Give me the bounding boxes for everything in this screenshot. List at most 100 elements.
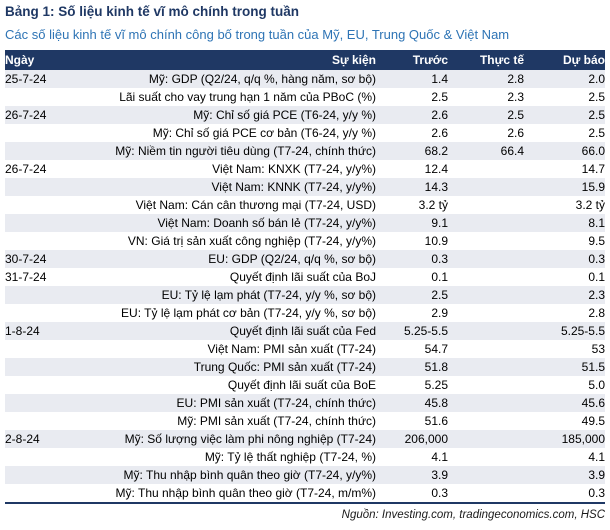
table-row: Mỹ: PMI sản xuất (T7-24, chính thức) 51.6… xyxy=(5,412,605,430)
forecast-value-cell: 2.8 xyxy=(588,306,605,320)
event-cell: Việt Nam: Doanh số bán lẻ (T7-24, y/y%) xyxy=(95,214,376,232)
event-cell: Mỹ: Số lượng việc làm phi nông nghiệp (T… xyxy=(95,430,376,448)
event-cell: Quyết định lãi suất của BoE xyxy=(227,378,376,392)
prev-value-cell: 3.9 xyxy=(376,466,448,484)
table-title: Bảng 1: Số liệu kinh tế vĩ mô chính tron… xyxy=(5,4,300,19)
forecast-value-cell: 9.5 xyxy=(588,234,605,248)
prev-value-cell: 54.7 xyxy=(424,342,448,356)
table-row: Việt Nam: Doanh số bán lẻ (T7-24, y/y%) 9… xyxy=(5,214,605,232)
event-cell: Mỹ: GDP (Q2/24, q/q %, hàng năm, sơ bộ) xyxy=(95,70,376,88)
forecast-value-cell: 2.3 xyxy=(524,286,605,304)
date-cell: 26-7-24 xyxy=(5,106,95,124)
forecast-value-cell: 185,000 xyxy=(524,430,605,448)
prev-value-cell: 45.8 xyxy=(376,394,448,412)
event-cell: EU: GDP (Q2/24, q/q %, sơ bộ) xyxy=(95,250,376,268)
actual-value-cell: 2.8 xyxy=(448,70,524,88)
table-row: Việt Nam: KNNK (T7-24, y/y%) 14.3 15.9 xyxy=(5,178,605,196)
date-cell: 30-7-24 xyxy=(5,250,95,268)
table-row: EU: PMI sản xuất (T7-24, chính thức) 45.8… xyxy=(5,394,605,412)
event-cell: Trung Quốc: PMI sản xuất (T7-24) xyxy=(95,358,376,376)
actual-value-cell xyxy=(448,304,524,322)
prev-value-cell: 51.8 xyxy=(376,358,448,376)
actual-value-cell xyxy=(448,484,524,503)
actual-value-cell xyxy=(448,196,524,214)
prev-value-cell: 14.3 xyxy=(376,178,448,196)
prev-value-cell: 9.1 xyxy=(376,214,448,232)
date-cell xyxy=(5,142,95,160)
forecast-value-cell: 3.2 tỷ xyxy=(575,198,605,212)
forecast-value-cell: 0.1 xyxy=(588,270,605,284)
prev-value-cell: 4.1 xyxy=(431,450,448,464)
date-cell xyxy=(5,340,95,358)
forecast-value-cell: 0.3 xyxy=(588,486,605,500)
table-row: Mỹ: Tỷ lệ thất nghiệp (T7-24, %) 4.1 4.1 xyxy=(5,448,605,466)
actual-value-cell xyxy=(448,286,524,304)
actual-value-cell: 2.6 xyxy=(507,126,524,140)
event-cell: VN: Giá trị sản xuất công nghiệp (T7-24,… xyxy=(127,234,376,248)
table-subtitle: Các số liệu kinh tế vĩ mô chính công bố … xyxy=(5,27,510,42)
date-cell xyxy=(5,376,95,394)
actual-value-cell xyxy=(448,466,524,484)
prev-value-cell: 2.5 xyxy=(376,286,448,304)
forecast-value-cell: 3.9 xyxy=(524,466,605,484)
actual-value-cell xyxy=(448,430,524,448)
actual-value-cell: 2.5 xyxy=(448,106,524,124)
forecast-value-cell: 45.6 xyxy=(524,394,605,412)
table-row: 1-8-24 Quyết định lãi suất của Fed 5.25-5.… xyxy=(5,322,605,340)
date-cell: 2-8-24 xyxy=(5,430,95,448)
forecast-value-cell: 51.5 xyxy=(524,358,605,376)
prev-value-cell: 0.3 xyxy=(376,250,448,268)
table-row: Trung Quốc: PMI sản xuất (T7-24) 51.8 51.5 xyxy=(5,358,605,376)
prev-value-cell: 2.5 xyxy=(431,90,448,104)
prev-value-cell: 5.25-5.5 xyxy=(376,322,448,340)
date-cell xyxy=(5,412,95,430)
forecast-value-cell: 5.0 xyxy=(588,378,605,392)
event-cell: Mỹ: Thu nhập bình quân theo giờ (T7-24, … xyxy=(115,486,376,500)
date-cell xyxy=(5,286,95,304)
forecast-value-cell: 5.25-5.5 xyxy=(524,322,605,340)
table-row: 30-7-24 EU: GDP (Q2/24, q/q %, sơ bộ) 0.3 0… xyxy=(5,250,605,268)
date-cell: 26-7-24 xyxy=(5,162,47,176)
prev-value-cell: 5.25 xyxy=(424,378,448,392)
table-row: 25-7-24 Mỹ: GDP (Q2/24, q/q %, hàng năm, … xyxy=(5,70,605,88)
event-cell: Việt Nam: KNNK (T7-24, y/y%) xyxy=(95,178,376,196)
prev-value-cell: 2.6 xyxy=(376,106,448,124)
actual-value-cell xyxy=(448,160,524,178)
actual-value-cell xyxy=(448,412,524,430)
table-body: 25-7-24 Mỹ: GDP (Q2/24, q/q %, hàng năm, … xyxy=(5,70,605,503)
column-header-truoc: Trước xyxy=(376,50,448,70)
event-cell: Việt Nam: PMI sản xuất (T7-24) xyxy=(207,342,376,356)
report-table-page: Bảng 1: Số liệu kinh tế vĩ mô chính tron… xyxy=(0,3,610,530)
forecast-value-cell: 0.3 xyxy=(524,250,605,268)
forecast-value-cell: 49.5 xyxy=(581,414,605,428)
actual-value-cell xyxy=(448,268,524,286)
table-row: 2-8-24 Mỹ: Số lượng việc làm phi nông ngh… xyxy=(5,430,605,448)
prev-value-cell: 68.2 xyxy=(376,142,448,160)
forecast-value-cell: 2.0 xyxy=(524,70,605,88)
column-header-ngay: Ngày xyxy=(5,50,95,70)
forecast-value-cell: 53 xyxy=(591,342,605,356)
prev-value-cell: 1.4 xyxy=(376,70,448,88)
date-cell xyxy=(5,466,95,484)
event-cell: Mỹ: Chỉ số giá PCE cơ bản (T6-24, y/y %) xyxy=(152,126,376,140)
date-cell: 25-7-24 xyxy=(5,70,95,88)
date-cell xyxy=(5,178,95,196)
event-cell: Mỹ: Chỉ số giá PCE (T6-24, y/y %) xyxy=(95,106,376,124)
date-cell xyxy=(5,124,95,142)
prev-value-cell: 0.3 xyxy=(431,486,448,500)
forecast-value-cell: 2.5 xyxy=(524,106,605,124)
actual-value-cell: 2.3 xyxy=(507,90,524,104)
forecast-value-cell: 8.1 xyxy=(524,214,605,232)
table-row: 26-7-24 Việt Nam: KNXK (T7-24, y/y%) 12.4 1… xyxy=(5,160,605,178)
event-cell: EU: Tỷ lệ lạm phát (T7-24, y/y %, sơ bộ) xyxy=(95,286,376,304)
column-header-thuc-te: Thực tế xyxy=(448,50,524,70)
prev-value-cell: 3.2 tỷ xyxy=(418,198,448,212)
date-cell xyxy=(5,448,95,466)
forecast-value-cell: 15.9 xyxy=(524,178,605,196)
prev-value-cell: 2.9 xyxy=(431,306,448,320)
actual-value-cell xyxy=(448,232,524,250)
date-cell xyxy=(5,394,95,412)
date-cell xyxy=(5,214,95,232)
event-cell: Việt Nam: KNXK (T7-24, y/y%) xyxy=(212,162,376,176)
event-cell: Quyết định lãi suất của Fed xyxy=(95,322,376,340)
